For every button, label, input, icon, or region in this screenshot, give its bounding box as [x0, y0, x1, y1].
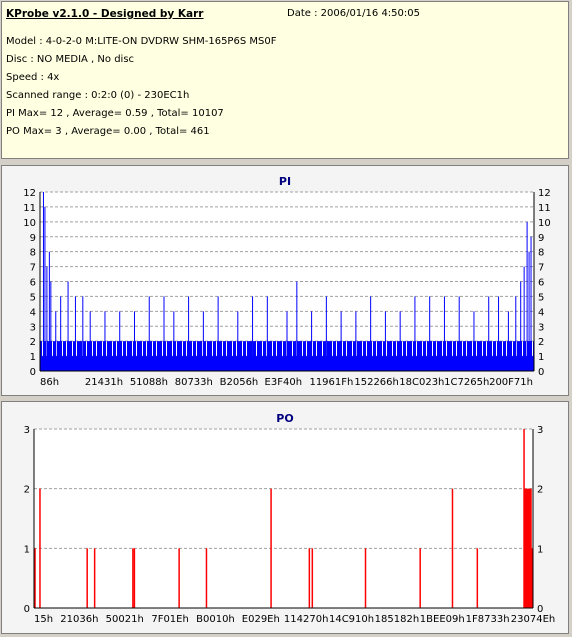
y-tick-left-0-3: 3 — [30, 322, 36, 333]
x-tick-0-9: 1C7265h — [444, 377, 489, 388]
x-tick-0-10: 200F71h — [489, 377, 533, 388]
y-tick-left-0-6: 6 — [30, 278, 36, 289]
x-tick-0-0: 86h — [40, 377, 59, 388]
po-chart: PO 0 0 1 1 2 2 3 3 15h 21036h 50021h 7F01Eh B0010h E02… — [24, 412, 556, 625]
y-tick-right-0-4: 4 — [538, 307, 544, 318]
y-tick-left-0-1: 1 — [30, 352, 36, 363]
disc-info: Disc : NO MEDIA , No disc — [6, 54, 135, 65]
y-tick-right-1-3: 3 — [537, 425, 543, 436]
y-tick-left-0-10: 10 — [23, 218, 36, 229]
x-tick-1-7: 14C910h — [329, 614, 374, 625]
y-tick-right-0-2: 2 — [538, 337, 544, 348]
speed-info: Speed : 4x — [6, 72, 60, 83]
x-tick-0-1: 21431h — [85, 377, 123, 388]
y-tick-right-1-1: 1 — [537, 544, 543, 555]
chart-title-0: PI — [279, 175, 291, 188]
y-tick-right-0-7: 7 — [538, 263, 544, 274]
x-tick-1-0: 15h — [34, 614, 53, 625]
y-tick-left-0-4: 4 — [30, 307, 36, 318]
x-tick-1-1: 21036h — [60, 614, 98, 625]
x-tick-1-6: 114270h — [284, 614, 329, 625]
range-info: Scanned range : 0:2:0 (0) - 230EC1h — [6, 90, 190, 101]
y-tick-right-1-0: 0 — [537, 604, 543, 615]
x-tick-1-3: 7F01Eh — [151, 614, 189, 625]
y-tick-right-0-6: 6 — [538, 278, 544, 289]
y-tick-right-0-11: 11 — [538, 203, 551, 214]
y-tick-left-1-0: 0 — [24, 604, 30, 615]
app-title: KProbe v2.1.0 - Designed by Karr — [6, 8, 204, 20]
pi-chart-panel: PI 0 0 1 1 2 2 3 3 4 4 5 5 6 6 7 7 8 8 9 9 10 10 11 11 12 12 86h 214… — [1, 165, 569, 396]
x-tick-0-5: E3F40h — [265, 377, 303, 388]
x-tick-1-11: 23074Eh — [511, 614, 555, 625]
x-tick-0-2: 51088h — [130, 377, 168, 388]
y-tick-right-0-1: 1 — [538, 352, 544, 363]
x-tick-1-5: E029Eh — [242, 614, 280, 625]
y-tick-left-1-3: 3 — [24, 425, 30, 436]
x-tick-1-8: 185182h — [375, 614, 420, 625]
y-tick-left-0-0: 0 — [30, 367, 36, 378]
y-tick-left-0-2: 2 — [30, 337, 36, 348]
po-chart-panel: PO 0 0 1 1 2 2 3 3 15h 21036h 50021h 7F01Eh B0010h E02… — [1, 401, 569, 634]
y-tick-left-0-9: 9 — [30, 233, 36, 244]
y-tick-left-0-11: 11 — [23, 203, 36, 214]
y-tick-left-0-5: 5 — [30, 292, 36, 303]
scan-date: Date : 2006/01/16 4:50:05 — [287, 8, 420, 19]
chart-title-1: PO — [276, 412, 293, 425]
x-tick-0-8: 18C023h — [399, 377, 444, 388]
model-info: Model : 4-0-2-0 M:LITE-ON DVDRW SHM-165P… — [6, 36, 277, 47]
x-tick-1-2: 50021h — [106, 614, 144, 625]
y-tick-left-1-2: 2 — [24, 485, 30, 496]
info-panel: KProbe v2.1.0 - Designed by Karr Date : … — [1, 1, 569, 159]
x-tick-0-6: 11961Fh — [309, 377, 353, 388]
y-tick-right-0-12: 12 — [538, 188, 551, 199]
y-tick-right-0-9: 9 — [538, 233, 544, 244]
y-tick-right-0-8: 8 — [538, 248, 544, 259]
po-summary: PO Max= 3 , Average= 0.00 , Total= 461 — [6, 126, 210, 137]
x-tick-1-10: 1F8733h — [466, 614, 510, 625]
y-tick-right-0-5: 5 — [538, 292, 544, 303]
y-tick-right-0-0: 0 — [538, 367, 544, 378]
x-tick-0-7: 152266h — [354, 377, 399, 388]
x-tick-1-9: 1BEE09h — [420, 614, 465, 625]
x-tick-0-3: 80733h — [175, 377, 213, 388]
plot-area-1 — [34, 429, 533, 608]
x-tick-0-4: B2056h — [220, 377, 259, 388]
y-tick-right-1-2: 2 — [537, 485, 543, 496]
x-tick-1-4: B0010h — [196, 614, 235, 625]
y-tick-right-0-3: 3 — [538, 322, 544, 333]
y-tick-left-0-12: 12 — [23, 188, 36, 199]
y-tick-right-0-10: 10 — [538, 218, 551, 229]
y-tick-left-0-8: 8 — [30, 248, 36, 259]
pi-summary: PI Max= 12 , Average= 0.59 , Total= 1010… — [6, 108, 224, 119]
y-tick-left-0-7: 7 — [30, 263, 36, 274]
y-tick-left-1-1: 1 — [24, 544, 30, 555]
